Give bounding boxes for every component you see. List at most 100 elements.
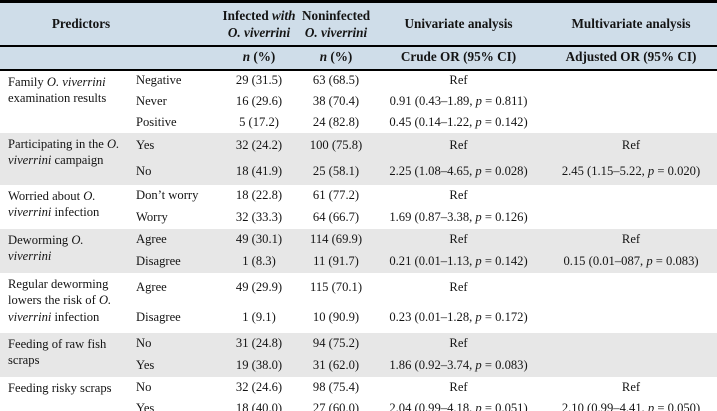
category-cell: Yes	[132, 132, 219, 159]
header-univariate: Univariate analysis	[372, 1, 546, 47]
predictor-cell: Family O. viverrini examination results	[0, 69, 132, 133]
infected-cell: 32 (33.3)	[218, 206, 301, 229]
adjusted-or-cell	[545, 302, 717, 333]
category-cell: Don’t worry	[132, 184, 219, 207]
header-empty	[0, 46, 219, 71]
category-cell: Disagree	[132, 302, 219, 333]
crude-or-cell: Ref	[372, 332, 546, 355]
infected-cell: 49 (29.9)	[218, 272, 301, 303]
noninfected-cell: 10 (90.9)	[300, 302, 373, 333]
adjusted-or-cell: Ref	[545, 132, 717, 159]
header-n-percent-infected: n (%)	[218, 46, 301, 71]
category-cell: No	[132, 332, 219, 355]
table-row: Regular deworming lowers the risk of O. …	[0, 272, 717, 333]
category-cell: Never	[132, 90, 219, 112]
noninfected-cell: 27 (60.0)	[300, 398, 373, 411]
noninfected-cell: 64 (66.7)	[300, 206, 373, 229]
table-row: Never 16 (29.6) 38 (70.4) 0.91 (0.43–1.89, …	[0, 90, 717, 112]
crude-or-cell: Ref	[372, 184, 546, 207]
category-cell: Agree	[132, 228, 219, 251]
adjusted-or-cell: 2.10 (0.99–4.41, p = 0.050)	[545, 398, 717, 411]
header-predictors: Predictors	[0, 1, 219, 47]
noninfected-cell: 114 (69.9)	[300, 228, 373, 251]
adjusted-or-cell	[545, 206, 717, 229]
crude-or-cell: Ref	[372, 228, 546, 251]
crude-or-cell: 2.25 (1.08–4.65, p = 0.028)	[372, 158, 546, 185]
category-cell: Negative	[132, 69, 219, 91]
adjusted-or-cell: Ref	[545, 228, 717, 251]
table-row: Participating in the O. viverrini campai…	[0, 132, 717, 185]
adjusted-or-cell	[545, 90, 717, 112]
infected-cell: 32 (24.6)	[218, 376, 301, 399]
noninfected-cell: 31 (62.0)	[300, 354, 373, 377]
header-infected: Infected with O. viverrini	[218, 1, 301, 47]
header-row-1: Predictors Infected with O. viverrini Noni…	[0, 1, 717, 47]
crude-or-cell: 0.23 (0.01–1.28, p = 0.172)	[372, 302, 546, 333]
crude-or-cell: 1.86 (0.92–3.74, p = 0.083)	[372, 354, 546, 377]
header-row-2: n (%) n (%) Crude OR (95% CI) Adjusted OR (…	[0, 46, 717, 71]
category-cell: No	[132, 376, 219, 399]
adjusted-or-cell	[545, 332, 717, 355]
category-cell: Yes	[132, 354, 219, 377]
adjusted-or-cell	[545, 272, 717, 303]
table-row: Yes 18 (40.0) 27 (60.0) 2.04 (0.99–4.18, p …	[0, 398, 717, 411]
crude-or-cell: 0.91 (0.43–1.89, p = 0.811)	[372, 90, 546, 112]
crude-or-cell: Ref	[372, 376, 546, 399]
crude-or-cell: 0.21 (0.01–1.13, p = 0.142)	[372, 250, 546, 273]
category-cell: Worry	[132, 206, 219, 229]
table-row: Positive 5 (17.2) 24 (82.8) 0.45 (0.14–1.22…	[0, 111, 717, 133]
table-row: Worried about O. viverrini infection Don’…	[0, 184, 717, 229]
infected-cell: 18 (40.0)	[218, 398, 301, 411]
noninfected-cell: 98 (75.4)	[300, 376, 373, 399]
noninfected-cell: 63 (68.5)	[300, 69, 373, 91]
infected-cell: 1 (9.1)	[218, 302, 301, 333]
predictor-cell: Deworming O. viverrini	[0, 228, 132, 273]
table-row: Deworming O. viverrini Agree 49 (30.1) 114 …	[0, 228, 717, 273]
infected-cell: 29 (31.5)	[218, 69, 301, 91]
crude-or-cell: Ref	[372, 272, 546, 303]
predictor-cell: Worried about O. viverrini infection	[0, 184, 132, 229]
crude-or-cell: 1.69 (0.87–3.38, p = 0.126)	[372, 206, 546, 229]
predictor-cell: Feeding risky scraps	[0, 376, 132, 411]
table-row: Feeding of raw fish scraps No 31 (24.8) 94 …	[0, 332, 717, 377]
infected-cell: 49 (30.1)	[218, 228, 301, 251]
crude-or-cell: 0.45 (0.14–1.22, p = 0.142)	[372, 111, 546, 133]
header-n-percent-noninfected: n (%)	[300, 46, 373, 71]
infected-cell: 16 (29.6)	[218, 90, 301, 112]
noninfected-cell: 100 (75.8)	[300, 132, 373, 159]
category-cell: Yes	[132, 398, 219, 411]
category-cell: Positive	[132, 111, 219, 133]
infected-cell: 19 (38.0)	[218, 354, 301, 377]
infected-cell: 31 (24.8)	[218, 332, 301, 355]
predictor-cell: Regular deworming lowers the risk of O. …	[0, 272, 132, 333]
table-body: Family O. viverrini examination results N…	[0, 69, 717, 411]
noninfected-cell: 115 (70.1)	[300, 272, 373, 303]
table-head: Predictors Infected with O. viverrini Noni…	[0, 1, 717, 71]
header-multivariate: Multivariate analysis	[545, 1, 717, 47]
category-cell: No	[132, 158, 219, 185]
noninfected-cell: 11 (91.7)	[300, 250, 373, 273]
table-row: Family O. viverrini examination results N…	[0, 69, 717, 133]
adjusted-or-cell	[545, 184, 717, 207]
noninfected-cell: 38 (70.4)	[300, 90, 373, 112]
header-noninfected: Noninfected O. viverrini	[300, 1, 373, 47]
noninfected-cell: 25 (58.1)	[300, 158, 373, 185]
noninfected-cell: 94 (75.2)	[300, 332, 373, 355]
adjusted-or-cell	[545, 111, 717, 133]
noninfected-cell: 24 (82.8)	[300, 111, 373, 133]
infected-cell: 18 (22.8)	[218, 184, 301, 207]
header-adjusted-or: Adjusted OR (95% CI)	[545, 46, 717, 71]
table-row: Feeding risky scraps No 32 (24.6) 98 (75.4)…	[0, 376, 717, 411]
table-row: Disagree 1 (9.1) 10 (90.9) 0.23 (0.01–1.28,…	[0, 302, 717, 333]
predictor-cell: Participating in the O. viverrini campai…	[0, 132, 132, 185]
table-row: No 18 (41.9) 25 (58.1) 2.25 (1.08–4.65, p =…	[0, 158, 717, 185]
crude-or-cell: 2.04 (0.99–4.18, p = 0.051)	[372, 398, 546, 411]
adjusted-or-cell	[545, 354, 717, 377]
adjusted-or-cell: Ref	[545, 376, 717, 399]
noninfected-cell: 61 (77.2)	[300, 184, 373, 207]
infected-cell: 5 (17.2)	[218, 111, 301, 133]
table-row: Worry 32 (33.3) 64 (66.7) 1.69 (0.87–3.38, …	[0, 206, 717, 229]
category-cell: Disagree	[132, 250, 219, 273]
